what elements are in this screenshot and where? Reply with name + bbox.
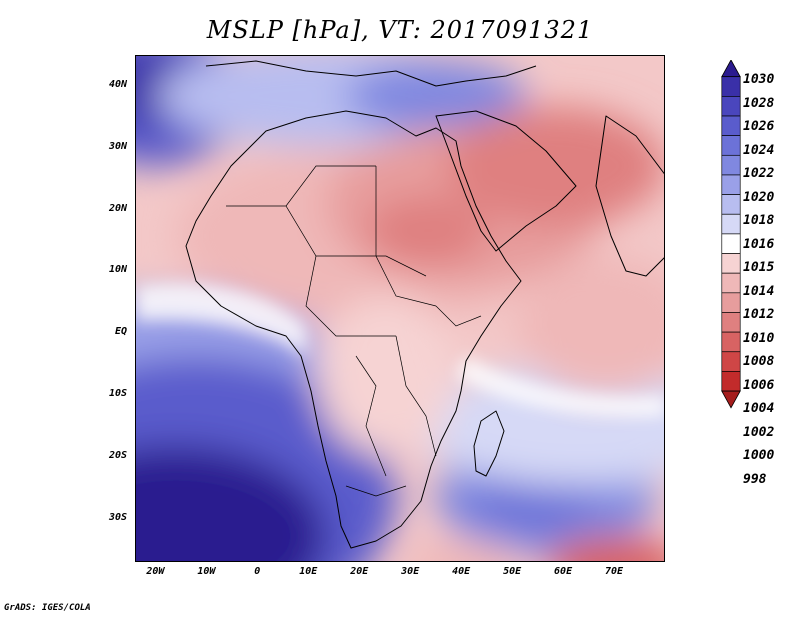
- colorbar-segment: [721, 154, 741, 176]
- colorbar-segment: [721, 76, 741, 97]
- colorbar-segment: [721, 312, 741, 333]
- colorbar-level-label: 1015: [743, 260, 775, 275]
- colorbar-segment: [721, 331, 741, 353]
- colorbar-level-label: 1000: [743, 448, 775, 463]
- colorbar-level-label: 1010: [743, 330, 775, 346]
- colorbar-level-label: 1018: [743, 213, 775, 228]
- lon-tick-label: 50E: [503, 566, 522, 577]
- lon-tick-label: 20E: [350, 566, 369, 577]
- coastlines: [185, 60, 664, 549]
- colorbar-level-label: 1014: [743, 283, 775, 299]
- colorbar-segment: [721, 96, 741, 117]
- colorbar-segment: [721, 115, 741, 136]
- arabia-coastline: [435, 110, 577, 252]
- lat-tick-label: EQ: [114, 326, 127, 338]
- lon-tick-label: 10W: [197, 566, 216, 577]
- europe-coastline: [205, 60, 537, 87]
- lon-tick-label: 70E: [605, 566, 624, 577]
- lat-tick-label: 40N: [108, 78, 127, 90]
- colorbar-level-label: 1030: [743, 72, 775, 87]
- colorbar-level-label: 1028: [743, 95, 775, 111]
- pressure-field: [136, 56, 664, 561]
- colorbar-segment: [721, 351, 741, 372]
- madagascar-coastline: [473, 410, 505, 477]
- lon-tick-label: 60E: [554, 566, 573, 577]
- lat-tick-label: 20N: [108, 202, 127, 214]
- footer-credit: GrADS: IGES/COLA: [4, 603, 91, 613]
- colorbar-level-label: 998: [743, 471, 767, 487]
- india-coastline: [595, 115, 664, 277]
- lat-tick-label: 10S: [108, 388, 127, 400]
- lon-tick-label: 10E: [299, 566, 318, 577]
- colorbar-top-triangle: [721, 60, 741, 78]
- lat-tick-label: 20S: [108, 449, 127, 461]
- colorbar-level-label: 1026: [743, 119, 775, 134]
- colorbar-level-label: 1024: [743, 142, 775, 158]
- country-borders: [226, 165, 482, 497]
- colorbar-level-label: 1002: [743, 424, 775, 440]
- colorbar-segment: [721, 272, 741, 294]
- colorbar-segment: [721, 371, 741, 392]
- chart-title: MSLP [hPa], VT: 2017091321: [206, 16, 594, 44]
- colorbar-segment: [721, 135, 741, 156]
- lon-tick-label: 20W: [146, 566, 165, 577]
- colorbar-level-label: 1006: [743, 377, 775, 393]
- lon-tick-label: 30E: [401, 566, 420, 577]
- colorbar-segment: [721, 233, 741, 254]
- colorbar-segment: [721, 194, 741, 215]
- lat-tick-label: 10N: [108, 264, 127, 276]
- colorbar-level-label: 1012: [743, 307, 775, 322]
- colorbar: [721, 60, 741, 409]
- colorbar-bottom-triangle: [721, 390, 741, 409]
- colorbar-level-label: 1004: [743, 401, 775, 416]
- colorbar-segment: [721, 292, 741, 313]
- lon-tick-label: 0: [254, 566, 261, 577]
- colorbar-level-label: 1020: [743, 189, 775, 205]
- africa-coastline: [185, 110, 522, 549]
- lon-tick-label: 40E: [452, 566, 471, 577]
- colorbar-level-label: 1016: [743, 236, 775, 252]
- lat-tick-label: 30N: [108, 140, 127, 152]
- colorbar-segment: [721, 253, 741, 274]
- colorbar-level-label: 1022: [743, 166, 775, 181]
- colorbar-segment: [721, 213, 741, 235]
- lat-tick-label: 30S: [108, 511, 127, 523]
- pressure-white-band: [136, 283, 664, 417]
- colorbar-segment: [721, 174, 741, 195]
- colorbar-level-label: 1008: [743, 354, 775, 369]
- pressure-map: [135, 55, 665, 562]
